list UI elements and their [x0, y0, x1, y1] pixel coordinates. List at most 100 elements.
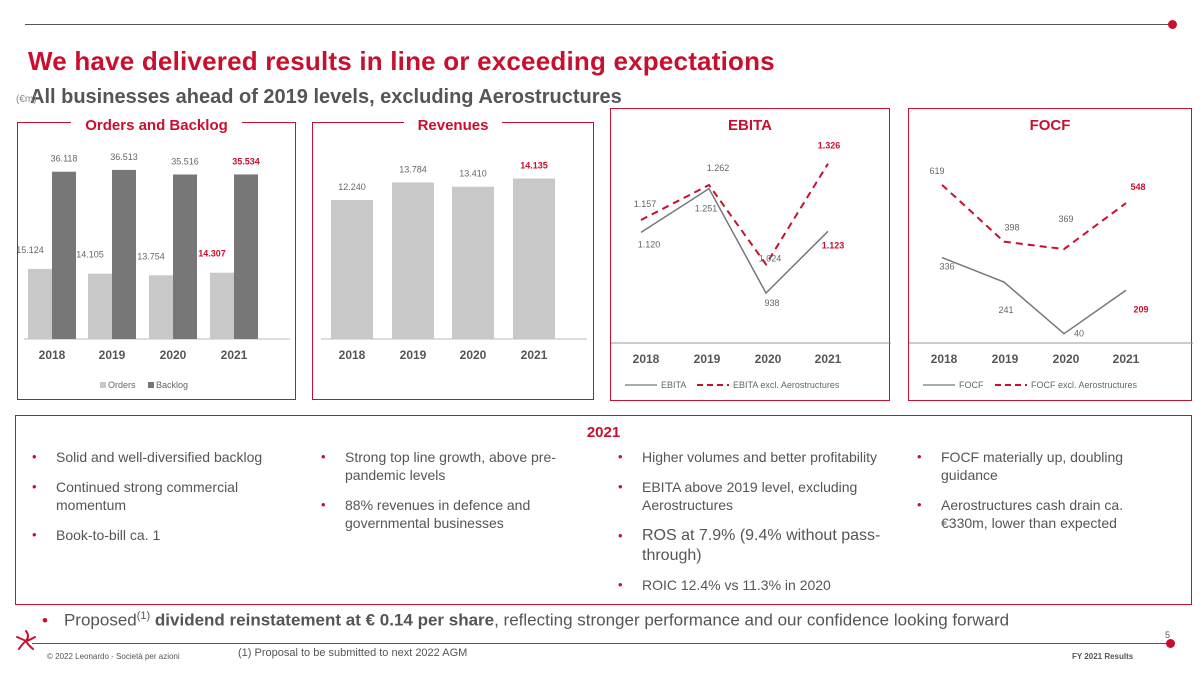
backlog-value-label: 36.118	[51, 154, 78, 164]
solid-series-value-label: 1.120	[638, 239, 661, 249]
year-tick-label: 2021	[815, 352, 842, 366]
year-tick-label: 2020	[160, 348, 187, 362]
year-tick-label: 2018	[339, 348, 366, 362]
ebita-panel: EBITA 1.120 1.157 2018 1.251 1.262 2019 938 1.0…	[610, 108, 891, 401]
orders-value-label: 15.124	[18, 245, 44, 255]
legend-backlog-label: Backlog	[156, 380, 188, 390]
dividend-highlight: dividend reinstatement at € 0.14 per sha…	[154, 610, 495, 630]
backlog-value-label: 35.516	[171, 157, 199, 167]
revenues-panel: Revenues 12.240 2018 13.784 2019 13.410 2020 1…	[312, 117, 594, 400]
revenue-value-label: 13.784	[399, 164, 427, 174]
orders-value-label: 14.307	[198, 249, 226, 259]
dashed-series-value-label: 1.326	[818, 141, 841, 151]
bullet-item: ROS at 7.9% (9.4% without pass-through)	[610, 526, 890, 566]
revenue-value-label: 14.135	[520, 160, 548, 170]
legend-dashed-label: FOCF excl. Aerostructures	[1031, 380, 1138, 390]
year-tick-label: 2020	[1053, 352, 1080, 366]
footnote-text: (1) Proposal to be submitted to next 202…	[238, 647, 468, 659]
year-tick-label: 2019	[400, 348, 427, 362]
revenue-bar	[331, 200, 373, 339]
top-rule	[25, 24, 1172, 25]
dividend-prefix: Proposed	[63, 610, 137, 630]
year-tick-label: 2021	[221, 348, 248, 362]
solid-series-value-label: 1.123	[822, 240, 845, 250]
dashed-series-line	[941, 184, 1127, 251]
summary-title: 2021	[586, 424, 621, 441]
backlog-value-label: 36.513	[110, 152, 138, 162]
solid-series-value-label: 209	[1133, 304, 1148, 314]
year-tick-label: 2021	[1113, 352, 1140, 366]
year-tick-label: 2019	[694, 352, 721, 366]
bullet-item: Strong top line growth, above pre-pandem…	[313, 448, 575, 484]
year-tick-label: 2018	[39, 348, 66, 362]
revenue-value-label: 13.410	[459, 169, 487, 179]
bullet-item: Aerostructures cash drain ca. €330m, low…	[909, 496, 1173, 532]
dividend-bullet: •	[42, 610, 48, 630]
dashed-series-value-label: 1.262	[707, 163, 730, 173]
revenues-title: Revenues	[403, 117, 503, 134]
bullet-item: Book-to-bill ca. 1	[24, 526, 292, 544]
dashed-series-value-label: 548	[1130, 182, 1145, 192]
legend-dashed-label: EBITA excl. Aerostructures	[733, 380, 840, 390]
solid-series-value-label: 336	[939, 262, 954, 272]
revenue-bar	[452, 186, 494, 339]
legend-solid-label: EBITA	[661, 380, 686, 390]
year-tick-label: 2018	[931, 352, 958, 366]
ebita-chart: 1.120 1.157 2018 1.251 1.262 2019 938 1.024 2020…	[611, 141, 891, 390]
dividend-suffix: , reflecting stronger performance and ou…	[494, 610, 1010, 630]
summary-2021-box: 2021 Solid and well-diversified backlog …	[15, 415, 1192, 605]
year-tick-label: 2020	[460, 348, 487, 362]
bullet-item: FOCF materially up, doubling guidance	[909, 448, 1173, 484]
year-tick-label: 2019	[99, 348, 126, 362]
dividend-statement: • Proposed(1) dividend reinstatement at €…	[42, 610, 1009, 631]
solid-series-value-label: 1.251	[695, 204, 718, 214]
orders-value-label: 14.105	[76, 250, 104, 260]
backlog-value-label: 35.534	[232, 156, 260, 166]
dashed-series-line	[640, 163, 829, 267]
solid-series-value-label: 938	[764, 298, 779, 308]
backlog-bar	[234, 174, 258, 339]
revenue-value-label: 12.240	[338, 182, 366, 192]
backlog-bar	[52, 171, 76, 339]
legend-orders-label: Orders	[108, 380, 136, 390]
revenues-chart: 12.240 2018 13.784 2019 13.410 2020 14.135 2021	[321, 160, 587, 362]
orders-bar	[149, 275, 173, 339]
summary-column-orders: Solid and well-diversified backlog Conti…	[24, 448, 292, 556]
revenue-bar	[513, 178, 555, 339]
bullet-item: 88% revenues in defence and governmental…	[313, 496, 575, 532]
solid-series-line	[941, 256, 1127, 335]
solid-series-line	[640, 187, 829, 295]
legend-backlog-swatch	[148, 382, 154, 388]
unit-label: (€m)	[16, 94, 37, 105]
page-title: We have delivered results in line or exc…	[28, 46, 775, 76]
summary-column-focf: FOCF materially up, doubling guidance Ae…	[909, 448, 1173, 544]
bullet-item: Continued strong commercial momentum	[24, 478, 292, 514]
orders-bar	[210, 272, 234, 339]
orders-bar	[28, 268, 52, 339]
solid-series-value-label: 241	[998, 305, 1013, 315]
bullet-item: Higher volumes and better profitability	[610, 448, 890, 466]
top-rule-dot	[1168, 20, 1177, 29]
dashed-series-value-label: 398	[1004, 223, 1019, 233]
dashed-series-value-label: 619	[929, 166, 944, 176]
orders-backlog-chart: 15.124 36.118 2018 14.105 36.513 2019 13.754 35…	[18, 152, 290, 390]
legend-solid-label: FOCF	[959, 380, 984, 390]
page-subtitle: All businesses ahead of 2019 levels, exc…	[30, 86, 622, 108]
ebita-title: EBITA	[714, 117, 786, 134]
results-label: FY 2021 Results	[1072, 652, 1134, 661]
orders-bar	[88, 273, 112, 339]
dashed-series-value-label: 369	[1058, 214, 1073, 224]
bullet-item: ROIC 12.4% vs 11.3% in 2020	[610, 576, 890, 594]
page-number: 5	[1165, 630, 1171, 640]
summary-column-ebita: Higher volumes and better profitability …	[610, 448, 890, 606]
dashed-series-value-label: 1.024	[759, 253, 782, 263]
bullet-item: EBITA above 2019 level, excluding Aerost…	[610, 478, 890, 514]
year-tick-label: 2018	[633, 352, 660, 366]
backlog-bar	[173, 174, 197, 339]
year-tick-label: 2021	[521, 348, 548, 362]
focf-chart: 336 619 2018 241 398 2019 40 369 2020 209 548 2021 F…	[909, 166, 1193, 390]
solid-series-value-label: 40	[1074, 329, 1084, 339]
orders-backlog-panel: Orders and Backlog 15.124 36.118 2018 14.10…	[17, 117, 296, 400]
summary-column-revenues: Strong top line growth, above pre-pandem…	[313, 448, 575, 544]
bottom-rule	[32, 643, 1172, 644]
